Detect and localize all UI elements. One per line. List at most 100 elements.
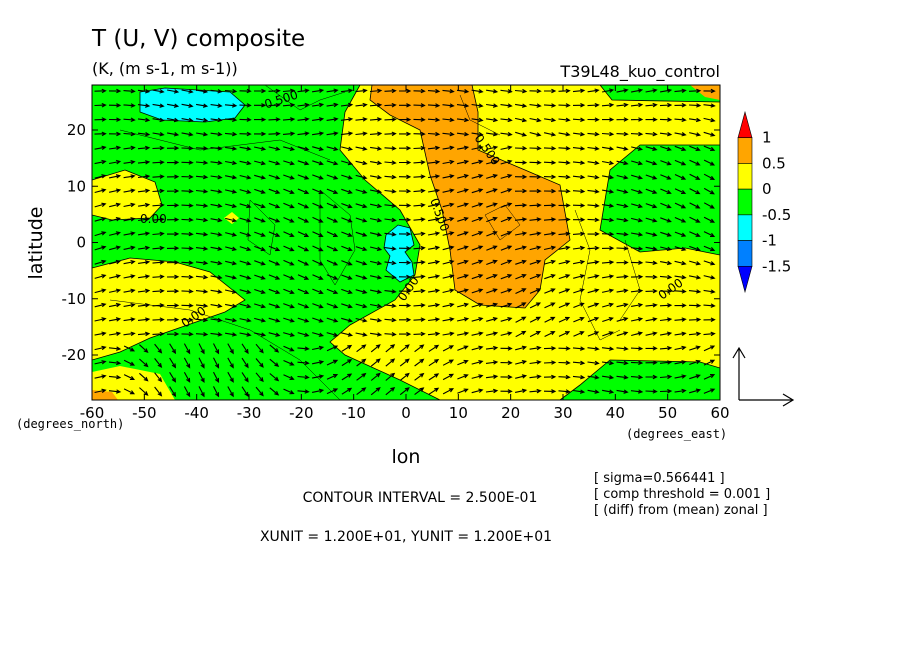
wind-arrow [369, 174, 383, 180]
x-tick-label: -20 [289, 404, 314, 422]
wind-arrow [370, 344, 381, 353]
wind-arrow [152, 303, 165, 308]
wind-arrow [195, 203, 209, 208]
reference-vector-vertical [732, 346, 746, 400]
wind-arrow [514, 188, 528, 194]
wind-arrow [674, 303, 687, 308]
wind-arrow [253, 332, 267, 337]
wind-arrow [282, 131, 296, 136]
wind-arrow [384, 274, 397, 280]
wind-arrow [166, 260, 180, 265]
wind-arrow [703, 245, 716, 252]
wind-arrow [688, 275, 702, 280]
wind-arrow [486, 188, 498, 194]
wind-arrow [399, 344, 410, 353]
y-tick-label: 0 [76, 234, 86, 252]
wind-arrow [355, 131, 368, 136]
wind-arrow [645, 117, 658, 122]
wind-arrow [268, 117, 281, 122]
wind-arrow [457, 288, 470, 294]
wind-arrow [384, 189, 397, 194]
wind-arrow [645, 331, 658, 336]
wind-arrow [384, 203, 397, 208]
wind-arrow [94, 374, 107, 379]
reference-vector-horizontal [739, 393, 795, 407]
wind-arrow [500, 216, 513, 223]
wind-arrow [326, 102, 339, 108]
wind-arrow [210, 89, 223, 94]
wind-arrow [573, 331, 585, 337]
wind-arrow [341, 317, 354, 323]
wind-arrow [529, 316, 542, 323]
wind-arrow [297, 259, 310, 266]
wind-arrow [196, 117, 209, 123]
wind-arrow [442, 174, 455, 179]
wind-arrow [413, 188, 426, 194]
wind-arrow [297, 146, 310, 151]
wind-arrow [154, 358, 163, 368]
wind-arrow [239, 332, 252, 337]
wind-arrow [399, 160, 412, 165]
wind-arrow [123, 131, 136, 137]
wind-arrow [181, 246, 194, 251]
wind-arrow [645, 374, 658, 380]
wind-arrow [515, 259, 527, 265]
wind-arrow [428, 174, 441, 179]
wind-arrow [370, 332, 383, 337]
wind-arrow [254, 288, 266, 294]
wind-arrow [514, 174, 528, 180]
wind-arrow [213, 343, 220, 355]
wind-arrow [340, 102, 354, 108]
wind-arrow [674, 216, 687, 223]
wind-arrow [139, 358, 149, 368]
wind-arrow [356, 344, 367, 353]
wind-arrow [688, 88, 702, 94]
wind-arrow [572, 117, 586, 123]
wind-arrow [471, 188, 484, 194]
wind-arrow [385, 344, 396, 353]
wind-arrow [355, 88, 368, 93]
wind-arrow [198, 343, 205, 355]
wind-arrow [283, 231, 295, 237]
wind-arrow [312, 146, 325, 151]
wind-arrow [543, 203, 557, 208]
wind-arrow [326, 88, 339, 93]
wind-arrow [558, 346, 571, 351]
wind-arrow [485, 345, 499, 351]
wind-arrow [631, 331, 644, 337]
wind-arrow [341, 245, 353, 252]
contour-line [574, 209, 621, 341]
wind-arrow [601, 346, 615, 351]
wind-arrow [326, 231, 339, 237]
wind-arrow [703, 331, 716, 337]
wind-arrow [137, 131, 151, 137]
wind-arrow [630, 260, 644, 265]
wind-arrow [198, 357, 205, 369]
wind-arrow [471, 345, 484, 351]
wind-arrow [573, 217, 586, 222]
wind-arrow [268, 202, 281, 209]
wind-arrow [427, 217, 441, 222]
wind-arrow [123, 259, 136, 265]
cool-region-center [384, 225, 414, 282]
wind-arrow [514, 231, 528, 236]
wind-vector-field [94, 88, 716, 398]
wind-arrow [674, 360, 687, 365]
wind-arrow [108, 346, 122, 351]
wind-arrow [254, 245, 266, 252]
wind-arrow [108, 174, 122, 179]
wind-arrow [442, 317, 455, 322]
wind-arrow [399, 146, 412, 151]
wind-arrow [703, 103, 716, 108]
wind-arrow [471, 317, 484, 322]
wind-arrow [225, 332, 238, 337]
wind-arrow [645, 188, 658, 194]
wind-arrow [659, 102, 673, 108]
wind-arrow [500, 302, 513, 308]
wind-arrow [239, 260, 252, 266]
wind-arrow [543, 174, 557, 180]
wind-arrow [602, 117, 615, 122]
wind-arrow [166, 188, 180, 194]
wind-arrow [616, 232, 629, 237]
wind-arrow [413, 88, 426, 94]
